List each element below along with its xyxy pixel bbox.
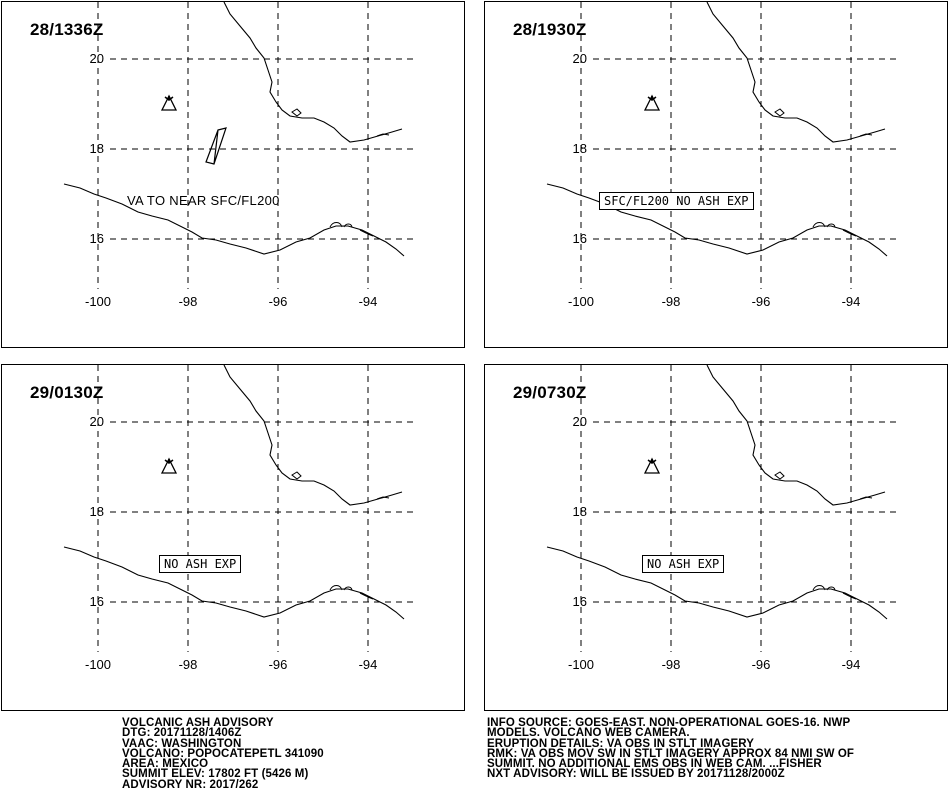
volcano-icon xyxy=(160,457,178,474)
gulf-coastline xyxy=(223,365,403,506)
advisory-line: NXT ADVISORY: WILL BE ISSUED BY 20171128… xyxy=(487,768,785,781)
coastal-feature xyxy=(859,133,873,137)
coastal-feature xyxy=(343,586,353,591)
coastal-feature xyxy=(812,585,826,591)
pacific-coastline xyxy=(63,546,405,620)
coastal-feature xyxy=(859,496,873,500)
latitude-label: 18 xyxy=(572,504,587,519)
longitude-label: -96 xyxy=(751,294,771,309)
latitude-label: 20 xyxy=(89,414,104,429)
gulf-coastline xyxy=(223,2,403,143)
longitude-label: -100 xyxy=(567,294,595,309)
longitude-label: -98 xyxy=(178,294,198,309)
volcano-icon xyxy=(643,94,661,111)
panel-time-label: 28/1336Z xyxy=(30,20,104,39)
ash-cloud-polygon xyxy=(205,127,227,165)
coastal-feature xyxy=(376,133,390,137)
pacific-coastline xyxy=(546,546,888,620)
latitude-label: 16 xyxy=(89,594,104,609)
longitude-label: -98 xyxy=(178,657,198,672)
map-canvas xyxy=(63,2,417,289)
advisory-line: AREA: MEXICO xyxy=(122,758,209,771)
longitude-label: -94 xyxy=(841,657,861,672)
longitude-label: -94 xyxy=(358,657,378,672)
gulf-coastline xyxy=(706,365,886,506)
latitude-label: 20 xyxy=(572,414,587,429)
panel-time-label: 29/0730Z xyxy=(513,383,587,402)
panel-time-label: 29/0130Z xyxy=(30,383,104,402)
advisory-line: DTG: 20171128/1406Z xyxy=(122,727,242,740)
advisory-line: RMK: VA OBS MOV SW IN STLT IMAGERY APPRO… xyxy=(487,747,855,760)
map-canvas xyxy=(546,365,900,652)
coastal-feature xyxy=(826,586,836,591)
map-panel-3: 29/0130Z 20 18 16 -100 -98 -96 -94 NO ASH EXP xyxy=(1,364,465,711)
coastal-feature xyxy=(376,496,390,500)
map-panel-2: 28/1930Z 20 18 16 -100 -98 -96 -94 SFC/FL200 NO … xyxy=(484,1,948,348)
longitude-label: -98 xyxy=(661,294,681,309)
pacific-coastline xyxy=(63,183,405,257)
latitude-label: 16 xyxy=(572,594,587,609)
map-panel-1: 28/1336Z 20 18 16 -100 -98 -96 -94 VA TO NEAR SF… xyxy=(1,1,465,348)
advisory-line: ERUPTION DETAILS: VA OBS IN STLT IMAGERY xyxy=(487,737,755,750)
advisory-line: SUMMIT. NO ADDITIONAL EMS OBS IN WEB CAM… xyxy=(487,758,822,771)
latitude-label: 16 xyxy=(572,231,587,246)
latitude-label: 18 xyxy=(89,504,104,519)
forecast-boxed-label: SFC/FL200 NO ASH EXP xyxy=(599,192,754,210)
coastal-feature xyxy=(367,233,374,237)
longitude-label: -100 xyxy=(84,294,112,309)
advisory-line: VOLCANIC ASH ADVISORY xyxy=(122,717,274,729)
ash-height-annotation: VA TO NEAR SFC/FL200 xyxy=(127,193,280,208)
latitude-label: 16 xyxy=(89,231,104,246)
coastal-feature xyxy=(343,223,353,228)
advisory-line: MODELS. VOLCANO WEB CAMERA. xyxy=(487,727,690,740)
advisory-line: VOLCANO: POPOCATEPETL 341090 xyxy=(122,747,324,760)
coastal-feature xyxy=(850,596,857,600)
volcano-icon xyxy=(643,457,661,474)
coastal-feature xyxy=(329,585,343,591)
panel-time-label: 28/1930Z xyxy=(513,20,587,39)
advisory-left-block: VOLCANIC ASH ADVISORY DTG: 20171128/1406Z… xyxy=(122,717,324,791)
coastal-feature xyxy=(291,471,302,480)
latitude-label: 18 xyxy=(89,141,104,156)
longitude-label: -96 xyxy=(268,294,288,309)
coastal-feature xyxy=(826,223,836,228)
volcano-icon xyxy=(160,94,178,111)
advisory-right-block: INFO SOURCE: GOES-EAST. NON-OPERATIONAL … xyxy=(487,717,855,781)
longitude-label: -94 xyxy=(841,294,861,309)
map-canvas xyxy=(63,365,417,652)
map-canvas xyxy=(546,2,900,289)
coastal-feature xyxy=(367,596,374,600)
advisory-line: ADVISORY NR: 2017/262 xyxy=(122,778,259,791)
coastal-feature xyxy=(291,108,302,117)
longitude-label: -98 xyxy=(661,657,681,672)
advisory-line: VAAC: WASHINGTON xyxy=(122,737,242,750)
longitude-label: -100 xyxy=(84,657,112,672)
longitude-label: -100 xyxy=(567,657,595,672)
latitude-label: 20 xyxy=(89,51,104,66)
latitude-label: 20 xyxy=(572,51,587,66)
map-panel-4: 29/0730Z 20 18 16 -100 -98 -96 -94 NO ASH EXP xyxy=(484,364,948,711)
gulf-coastline xyxy=(706,2,886,143)
longitude-label: -96 xyxy=(268,657,288,672)
advisory-line: INFO SOURCE: GOES-EAST. NON-OPERATIONAL … xyxy=(487,717,851,729)
coastal-feature xyxy=(774,108,785,117)
coastal-feature xyxy=(850,233,857,237)
coastal-feature xyxy=(329,222,343,228)
longitude-label: -96 xyxy=(751,657,771,672)
latitude-label: 18 xyxy=(572,141,587,156)
forecast-boxed-label: NO ASH EXP xyxy=(642,555,725,573)
coastal-feature xyxy=(774,471,785,480)
coastal-feature xyxy=(812,222,826,228)
forecast-boxed-label: NO ASH EXP xyxy=(159,555,242,573)
longitude-label: -94 xyxy=(358,294,378,309)
advisory-line: SUMMIT ELEV: 17802 FT (5426 M) xyxy=(122,768,309,781)
